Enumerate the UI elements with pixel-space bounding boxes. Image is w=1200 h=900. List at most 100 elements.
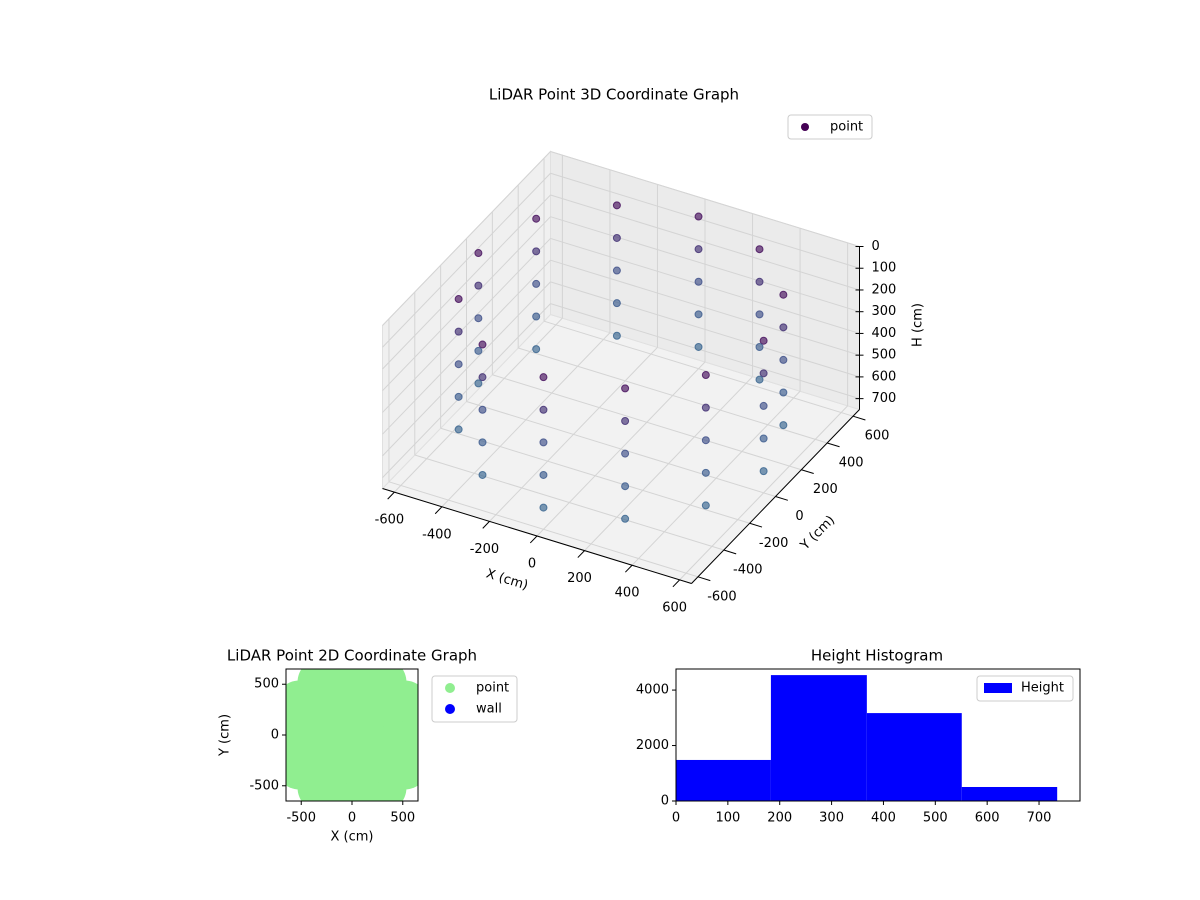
point <box>694 212 703 221</box>
z-tick-label: 100 <box>872 261 897 276</box>
point <box>694 310 703 319</box>
point <box>759 434 768 443</box>
point <box>701 501 710 510</box>
point <box>454 327 463 336</box>
point <box>694 277 703 286</box>
legend-marker <box>984 683 1012 693</box>
grid-line <box>382 259 551 435</box>
grid-line <box>382 238 551 413</box>
grid-line <box>550 303 860 400</box>
y-tick-label: 0 <box>661 794 669 809</box>
y-tick <box>749 522 763 528</box>
z-axis-label: H (cm) <box>911 303 926 347</box>
point <box>532 247 541 256</box>
chart-title: Height Histogram <box>811 647 943 665</box>
point <box>539 405 548 414</box>
point <box>759 401 768 410</box>
x-tick-label: 400 <box>871 811 896 826</box>
point <box>701 403 710 412</box>
point <box>478 405 487 414</box>
point <box>694 245 703 254</box>
point <box>612 299 621 308</box>
point <box>474 249 483 258</box>
x-tick-label: 200 <box>767 811 792 826</box>
point <box>539 470 548 479</box>
point <box>779 290 788 299</box>
point <box>478 470 487 479</box>
grid-line <box>382 151 551 326</box>
legend-box <box>787 114 873 140</box>
point <box>328 711 376 759</box>
y-tick-label: -500 <box>249 778 279 793</box>
point <box>755 375 764 384</box>
grid-line <box>466 401 776 497</box>
x-tick-label: 300 <box>819 811 844 826</box>
grid-line <box>550 216 860 313</box>
point <box>621 384 630 393</box>
y-tick <box>801 469 814 475</box>
point <box>539 503 548 512</box>
point <box>478 340 487 349</box>
point <box>454 425 463 434</box>
y-tick-label: -400 <box>733 563 763 578</box>
point <box>755 277 764 286</box>
point <box>701 468 710 477</box>
point <box>612 331 621 340</box>
point <box>779 355 788 364</box>
legend-label: Height <box>1021 681 1064 696</box>
grid-line <box>388 481 699 578</box>
grid-line <box>550 172 860 269</box>
z-tick-label: 400 <box>872 326 897 341</box>
grid-line <box>382 172 551 348</box>
x-tick <box>529 535 538 544</box>
z-tick-label: 700 <box>872 391 897 406</box>
point <box>532 279 541 288</box>
x-tick-label: 600 <box>975 811 1000 826</box>
point <box>759 369 768 378</box>
y-tick-label: -200 <box>759 536 789 551</box>
grid-line <box>550 151 860 247</box>
grid-line <box>382 303 551 478</box>
x-tick-label: 600 <box>662 600 687 615</box>
point <box>474 379 483 388</box>
point <box>532 214 541 223</box>
x-tick-label: -400 <box>422 527 452 542</box>
y-axis-label: Y (cm) <box>218 714 233 757</box>
point <box>612 266 621 275</box>
point <box>755 342 764 351</box>
point <box>779 388 788 397</box>
bar <box>866 713 962 801</box>
point <box>755 245 764 254</box>
x-tick <box>577 550 585 558</box>
point <box>621 482 630 491</box>
x-tick-label: -500 <box>286 811 316 826</box>
grid-line <box>382 281 551 457</box>
x-tick <box>387 491 395 500</box>
point <box>621 449 630 458</box>
chart-title: LiDAR Point 2D Coordinate Graph <box>227 647 477 665</box>
x-tick-label: 200 <box>567 571 592 586</box>
y-tick-label: 500 <box>254 677 279 692</box>
legend-box <box>976 675 1074 702</box>
x-axis <box>382 488 692 584</box>
grid-line <box>550 281 860 378</box>
y-tick-label: 0 <box>795 509 803 524</box>
point <box>621 514 630 523</box>
y-tick-label: 600 <box>865 429 890 444</box>
point <box>621 416 630 425</box>
x-tick-label: 0 <box>528 557 536 572</box>
point <box>701 436 710 445</box>
point <box>474 346 483 355</box>
bar <box>961 786 1058 801</box>
point <box>779 421 788 430</box>
y-tick-label: 2000 <box>636 738 669 753</box>
point <box>454 392 463 401</box>
grid-line <box>550 237 860 334</box>
point <box>454 295 463 304</box>
y-tick <box>852 415 866 421</box>
point <box>478 438 487 447</box>
y-tick-label: -600 <box>707 589 737 604</box>
grid-line <box>518 347 828 444</box>
point <box>612 201 621 210</box>
bar <box>676 759 771 801</box>
